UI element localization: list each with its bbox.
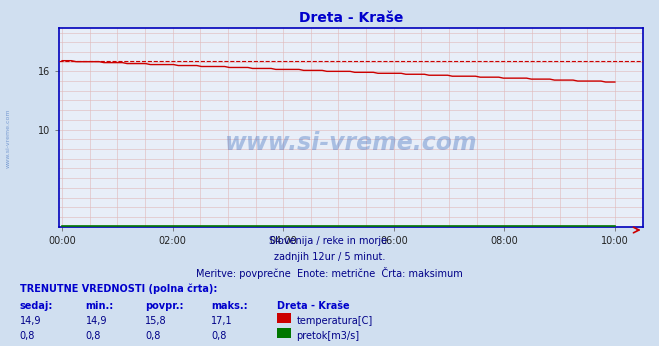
- Text: temperatura[C]: temperatura[C]: [297, 316, 373, 326]
- Text: 14,9: 14,9: [86, 316, 107, 326]
- Text: 0,8: 0,8: [211, 331, 226, 341]
- Text: min.:: min.:: [86, 301, 114, 311]
- Text: 14,9: 14,9: [20, 316, 42, 326]
- Text: sedaj:: sedaj:: [20, 301, 53, 311]
- Title: Dreta - Kraše: Dreta - Kraše: [299, 11, 403, 25]
- Text: povpr.:: povpr.:: [145, 301, 183, 311]
- Text: 17,1: 17,1: [211, 316, 233, 326]
- Text: zadnjih 12ur / 5 minut.: zadnjih 12ur / 5 minut.: [273, 252, 386, 262]
- Text: www.si-vreme.com: www.si-vreme.com: [5, 109, 11, 168]
- Text: Dreta - Kraše: Dreta - Kraše: [277, 301, 349, 311]
- Text: 0,8: 0,8: [86, 331, 101, 341]
- Text: pretok[m3/s]: pretok[m3/s]: [297, 331, 360, 341]
- Text: maks.:: maks.:: [211, 301, 248, 311]
- Text: Meritve: povprečne  Enote: metrične  Črta: maksimum: Meritve: povprečne Enote: metrične Črta:…: [196, 267, 463, 279]
- Text: www.si-vreme.com: www.si-vreme.com: [225, 131, 477, 155]
- Text: 0,8: 0,8: [20, 331, 35, 341]
- Text: 15,8: 15,8: [145, 316, 167, 326]
- Text: TRENUTNE VREDNOSTI (polna črta):: TRENUTNE VREDNOSTI (polna črta):: [20, 284, 217, 294]
- Text: 0,8: 0,8: [145, 331, 160, 341]
- Text: Slovenija / reke in morje.: Slovenija / reke in morje.: [269, 236, 390, 246]
